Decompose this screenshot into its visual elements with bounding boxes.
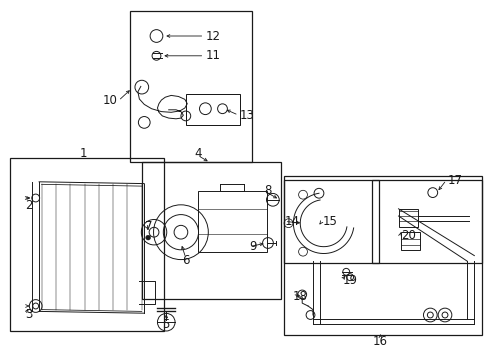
- Text: 5: 5: [162, 318, 170, 330]
- Text: 17: 17: [447, 174, 462, 186]
- Text: 3: 3: [25, 309, 33, 321]
- Bar: [10, 158, 163, 331]
- Text: 13: 13: [239, 109, 254, 122]
- Text: 12: 12: [205, 30, 220, 42]
- Text: 20: 20: [400, 229, 415, 242]
- Bar: [283, 180, 378, 263]
- Text: 16: 16: [372, 335, 387, 348]
- Text: 10: 10: [102, 94, 117, 107]
- Bar: [185, 94, 239, 125]
- Text: 9: 9: [249, 240, 256, 253]
- Bar: [398, 209, 417, 227]
- Text: 1: 1: [79, 147, 87, 159]
- Bar: [129, 11, 251, 162]
- Bar: [142, 162, 281, 299]
- Bar: [198, 191, 266, 252]
- Text: 11: 11: [205, 49, 220, 62]
- Text: 2: 2: [25, 199, 33, 212]
- Text: 6: 6: [182, 255, 189, 267]
- Text: 8: 8: [264, 184, 271, 197]
- Text: 19: 19: [342, 274, 357, 287]
- Bar: [283, 176, 481, 335]
- Ellipse shape: [145, 235, 150, 240]
- Bar: [371, 180, 481, 263]
- Text: 18: 18: [292, 291, 306, 303]
- Text: 14: 14: [284, 215, 299, 228]
- Text: 15: 15: [322, 215, 337, 228]
- Text: 7: 7: [145, 220, 152, 233]
- Bar: [400, 232, 419, 250]
- Text: 4: 4: [194, 147, 202, 159]
